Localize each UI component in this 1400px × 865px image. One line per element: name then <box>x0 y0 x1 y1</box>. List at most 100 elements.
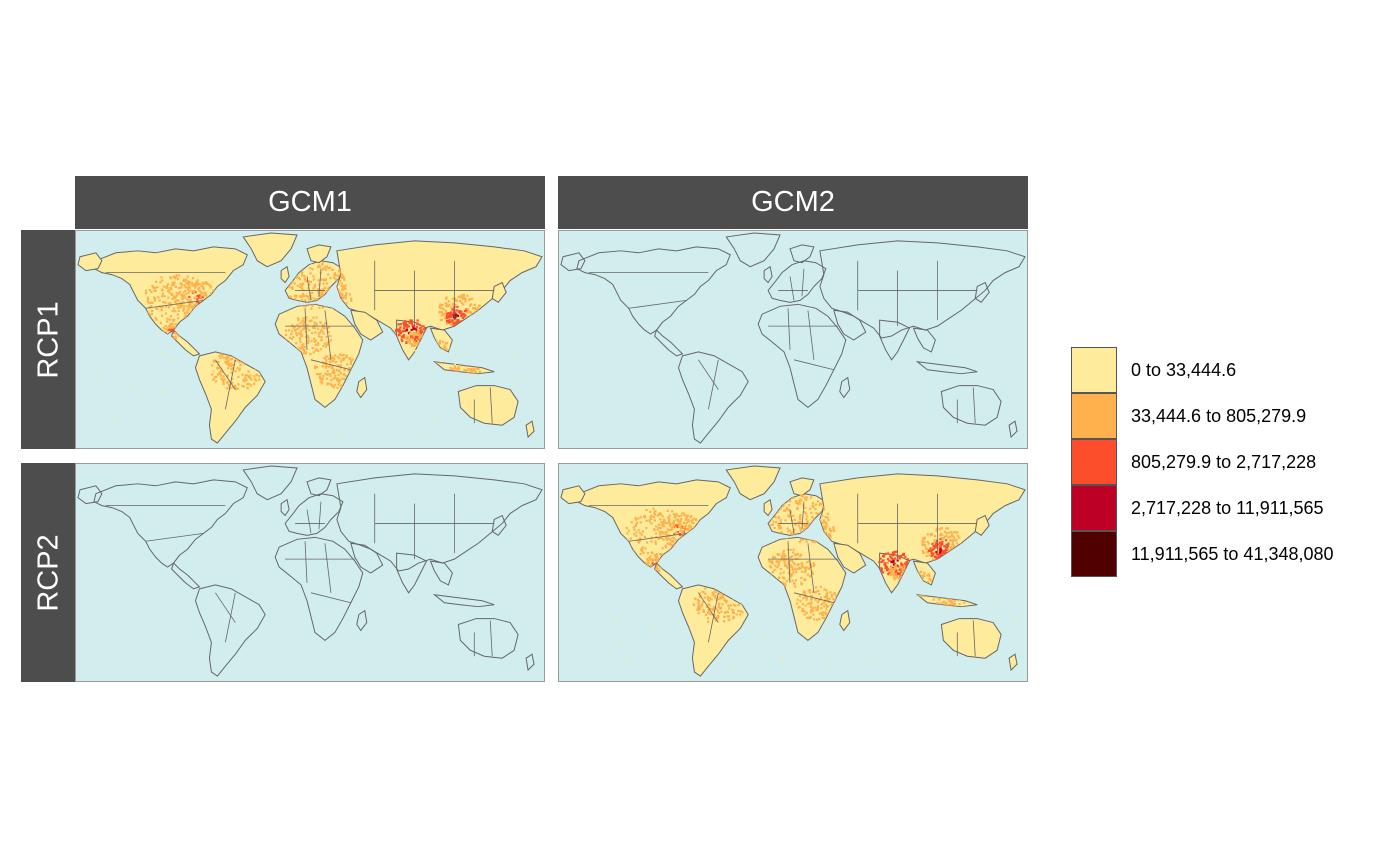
landmass-australia <box>457 385 519 426</box>
landmass-japan <box>491 514 507 537</box>
landmass-australia <box>457 618 519 659</box>
landmass-alaska <box>560 252 586 272</box>
legend-swatch <box>1071 439 1117 485</box>
legend-item: 805,279.9 to 2,717,228 <box>1071 439 1391 485</box>
landmass-newZealand <box>525 420 535 439</box>
facet-label-gcm1: GCM1 <box>268 186 352 218</box>
landmass-centralAmerica <box>654 562 684 590</box>
landmass-centralAmerica <box>654 329 684 357</box>
facet-strip-gcm1: GCM1 <box>75 176 545 229</box>
landmass-india <box>879 319 911 361</box>
landmass-uk <box>763 498 773 517</box>
landmass-europe <box>284 493 344 536</box>
legend-swatch <box>1071 485 1117 531</box>
landmass-greenland <box>242 465 298 501</box>
world-map <box>560 232 1026 444</box>
island-cells <box>579 563 1017 672</box>
landmass-indonesia <box>915 594 978 608</box>
landmass-scandinavia <box>789 477 815 497</box>
facet-strip-rcp2: RCP2 <box>21 463 76 682</box>
landmass-centralAmerica <box>171 562 201 590</box>
world-map <box>77 465 543 677</box>
landmass-uk <box>280 498 290 517</box>
legend-swatch <box>1071 347 1117 393</box>
landmass-asia <box>336 240 543 339</box>
island-cells <box>95 332 524 439</box>
legend-item: 11,911,565 to 41,348,080 <box>1071 531 1391 577</box>
legend-label: 0 to 33,444.6 <box>1131 360 1237 380</box>
landmass-japan <box>974 514 990 537</box>
landmass-indonesia <box>432 594 495 608</box>
landmass-arabia <box>833 309 867 341</box>
landmass-northAmerica <box>93 246 248 335</box>
landmass-greenland <box>725 465 781 501</box>
landmass-northAmerica <box>576 479 731 568</box>
landmass-southAmerica <box>194 584 266 677</box>
landmass-arabia <box>833 542 867 574</box>
landmass-northAmerica <box>576 246 731 335</box>
landmass-africa <box>274 536 364 642</box>
landmass-scandinavia <box>306 477 332 497</box>
landmass-europe <box>767 260 827 303</box>
landmass-madagascar <box>839 609 851 632</box>
landmass-arabia <box>350 309 384 341</box>
facet-strip-gcm2: GCM2 <box>558 176 1028 229</box>
landmass-australia <box>940 618 1002 659</box>
landmass-madagascar <box>356 376 368 399</box>
landmass-seAsia <box>912 327 936 353</box>
facet-label-rcp2: RCP2 <box>32 533 64 612</box>
landmass-japan <box>491 281 507 304</box>
landmass-indonesia <box>432 361 495 375</box>
landmass-asia <box>336 473 543 572</box>
map-panel-rcp2-gcm2 <box>558 463 1028 682</box>
landmass-alaska <box>77 252 103 272</box>
landmass-scandinavia <box>306 244 332 264</box>
landmass-arabia <box>350 542 384 574</box>
map-panel-rcp2-gcm1 <box>75 463 545 682</box>
landmass-india <box>396 552 428 594</box>
landmass-newZealand <box>525 653 535 672</box>
legend-label: 805,279.9 to 2,717,228 <box>1131 452 1317 472</box>
landmass-greenland <box>725 232 781 268</box>
landmass-southAmerica <box>677 584 749 677</box>
legend-item: 2,717,228 to 11,911,565 <box>1071 485 1391 531</box>
landmass-uk <box>280 265 290 284</box>
legend-swatch <box>1071 393 1117 439</box>
country-borders <box>588 260 978 424</box>
legend-swatch <box>1071 531 1117 577</box>
landmass-africa <box>757 536 847 642</box>
country-borders <box>588 493 978 657</box>
landmass-alaska <box>77 485 103 505</box>
landmass-seAsia <box>429 560 453 586</box>
map-panel-rcp1-gcm2 <box>558 230 1028 449</box>
world-map <box>77 232 543 444</box>
country-borders <box>105 260 495 424</box>
landmass-africa <box>757 303 847 409</box>
landmass-greenland <box>242 232 298 268</box>
legend-item: 33,444.6 to 805,279.9 <box>1071 393 1391 439</box>
landmass-indonesia <box>915 361 978 375</box>
landmass-asia <box>819 240 1026 339</box>
landmass-asia <box>819 473 1026 572</box>
legend-item: 0 to 33,444.6 <box>1071 347 1391 393</box>
landmass-uk <box>763 265 773 284</box>
landmass-australia <box>940 385 1002 426</box>
legend-label: 11,911,565 to 41,348,080 <box>1131 544 1334 564</box>
world-map <box>560 465 1026 677</box>
map-panel-rcp1-gcm1 <box>75 230 545 449</box>
facet-strip-rcp1: RCP1 <box>21 230 76 449</box>
legend-label: 2,717,228 to 11,911,565 <box>1131 498 1324 518</box>
landmass-southAmerica <box>677 351 749 444</box>
country-borders <box>105 493 495 657</box>
landmass-africa <box>274 303 364 409</box>
map-legend: 0 to 33,444.6 33,444.6 to 805,279.9 805,… <box>1071 347 1391 577</box>
landmass-madagascar <box>356 609 368 632</box>
landmass-japan <box>974 281 990 304</box>
facet-label-gcm2: GCM2 <box>751 186 835 218</box>
landmass-northAmerica <box>93 479 248 568</box>
landmass-madagascar <box>839 376 851 399</box>
legend-label: 33,444.6 to 805,279.9 <box>1131 406 1307 426</box>
landmass-europe <box>284 260 344 303</box>
landmass-scandinavia <box>789 244 815 264</box>
facet-label-rcp1: RCP1 <box>32 300 64 379</box>
